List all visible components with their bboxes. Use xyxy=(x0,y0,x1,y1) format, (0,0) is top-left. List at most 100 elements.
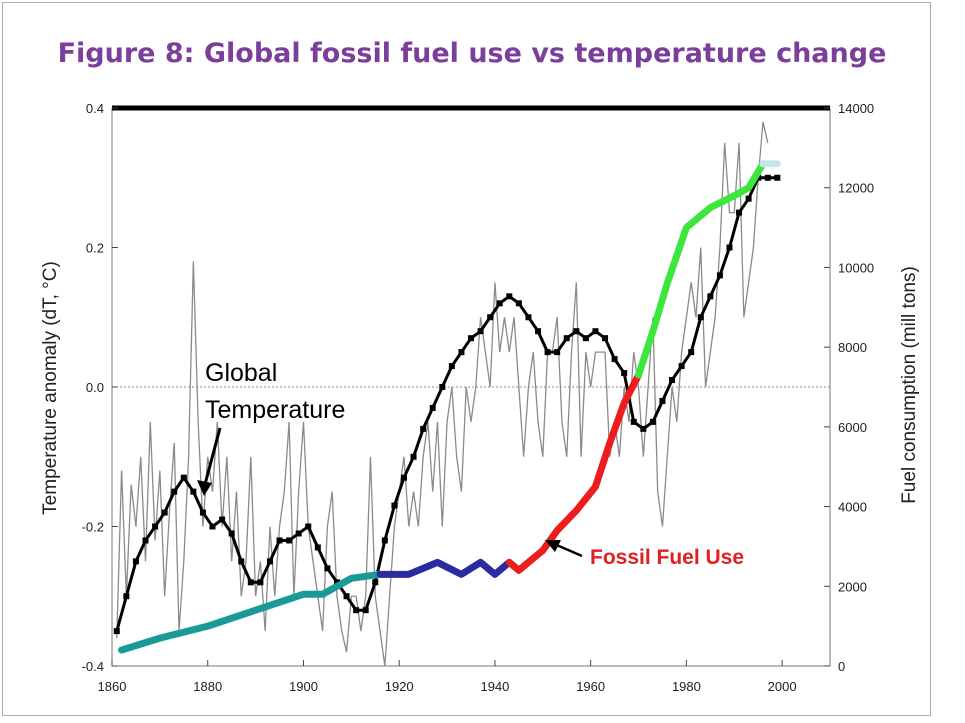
figure-frame xyxy=(2,2,931,716)
x-tick-label: 1940 xyxy=(480,679,509,694)
temperature-point xyxy=(171,488,178,495)
temperature-point xyxy=(726,244,733,251)
temperature-point xyxy=(410,453,417,460)
temperature-point xyxy=(649,418,656,425)
temperature-point xyxy=(353,607,360,614)
temperature-point xyxy=(142,537,149,544)
annotation-global-arrowhead xyxy=(197,480,212,496)
fuel-consumption-segment xyxy=(505,371,643,574)
y-axis-label: Temperature anomaly (dT, °C) xyxy=(40,261,61,515)
y-axis-left: -0.4 -0.2 0.0 0.2 0.4 xyxy=(82,101,118,674)
temperature-point xyxy=(123,593,130,600)
temperature-point xyxy=(611,356,618,363)
annotation-global-line2: Temperature xyxy=(205,396,345,424)
temperature-point xyxy=(764,174,771,181)
temperature-point xyxy=(496,300,503,307)
x-tick-label: 2000 xyxy=(768,679,797,694)
y-tick-label: 0.0 xyxy=(86,380,104,395)
temperature-point xyxy=(266,558,273,565)
temperature-point xyxy=(697,314,704,321)
temperature-point xyxy=(525,314,532,321)
temperature-point xyxy=(659,397,666,404)
y2-tick-label: 12000 xyxy=(838,181,874,196)
temperature-point xyxy=(582,335,589,342)
y2-tick-label: 6000 xyxy=(838,420,867,435)
x-tick-label: 1960 xyxy=(576,679,605,694)
plot-frame xyxy=(111,107,831,667)
temperature-point xyxy=(602,335,609,342)
fuel-consumption-segment xyxy=(376,558,513,578)
temperature-point xyxy=(209,523,216,530)
temperature-point xyxy=(132,558,139,565)
temperature-point xyxy=(400,474,407,481)
temperature-point xyxy=(257,579,264,586)
chart-title: Figure 8: Global fossil fuel use vs temp… xyxy=(58,38,887,69)
temperature-point xyxy=(640,425,647,432)
temperature-point xyxy=(745,195,752,202)
temperature-point xyxy=(716,272,723,279)
temperature-point xyxy=(247,579,254,586)
edge-glyph xyxy=(958,8,965,18)
temperature-point xyxy=(113,628,120,635)
temperature-point xyxy=(573,328,580,335)
x-tick-label: 1900 xyxy=(289,679,318,694)
x-tick-label: 1880 xyxy=(193,679,222,694)
temperature-point xyxy=(219,516,226,523)
temperature-point xyxy=(669,377,676,384)
temperature-point xyxy=(506,293,513,300)
temperature-point xyxy=(487,314,494,321)
x-tick-label: 1920 xyxy=(385,679,414,694)
temperature-point xyxy=(563,335,570,342)
y-axis-right: 0 2000 4000 6000 8000 10000 12000 14000 xyxy=(824,101,874,674)
plot-area xyxy=(111,105,831,667)
temperature-point xyxy=(152,523,159,530)
temperature-point xyxy=(305,523,312,530)
temperature-point xyxy=(736,209,743,216)
temperature-point xyxy=(295,530,302,537)
page-edge xyxy=(935,0,965,723)
temperature-point xyxy=(592,328,599,335)
fuel-consumption-segment xyxy=(118,570,384,654)
temperature-point xyxy=(678,363,685,370)
temperature-point xyxy=(286,537,293,544)
temperature-point xyxy=(688,349,695,356)
temperature-point xyxy=(621,370,628,377)
annotation-fossil-fuel: Fossil Fuel Use xyxy=(590,546,744,569)
y2-axis-label: Fuel consumption (mill tons) xyxy=(899,266,920,504)
temperature-point xyxy=(515,300,522,307)
temperature-point xyxy=(630,418,637,425)
fuel-consumption-segment xyxy=(635,160,767,379)
annotation-global-line1: Global xyxy=(205,359,277,387)
temperature-point xyxy=(535,328,542,335)
y2-tick-label: 10000 xyxy=(838,260,874,275)
temperature-point xyxy=(190,488,197,495)
temperature-point xyxy=(372,579,379,586)
temperature-point xyxy=(161,509,168,516)
temperature-point xyxy=(448,363,455,370)
annotation-global-arrow xyxy=(202,427,222,489)
temperature-point xyxy=(343,593,350,600)
temperature-point xyxy=(180,474,187,481)
temperature-point xyxy=(381,537,388,544)
temperature-point xyxy=(276,537,283,544)
temperature-point xyxy=(707,293,714,300)
y2-tick-label: 0 xyxy=(838,659,845,674)
series-layer xyxy=(113,121,781,667)
x-axis: 1860 1880 1900 1920 1940 1960 1980 2000 xyxy=(98,660,797,694)
temperature-point xyxy=(362,607,369,614)
y-tick-label: -0.4 xyxy=(82,659,104,674)
temperature-point xyxy=(314,544,321,551)
temperature-point xyxy=(391,502,398,509)
y2-tick-label: 8000 xyxy=(838,340,867,355)
annual-temperature-line xyxy=(116,121,769,667)
temperature-point xyxy=(420,425,427,432)
y-tick-label: -0.2 xyxy=(82,520,104,535)
temperature-point xyxy=(544,349,551,356)
temperature-point xyxy=(199,509,206,516)
x-tick-label: 1860 xyxy=(98,679,127,694)
temperature-point xyxy=(468,335,474,342)
temperature-point xyxy=(477,328,484,335)
y2-tick-label: 4000 xyxy=(838,500,867,515)
temperature-point xyxy=(228,530,235,537)
